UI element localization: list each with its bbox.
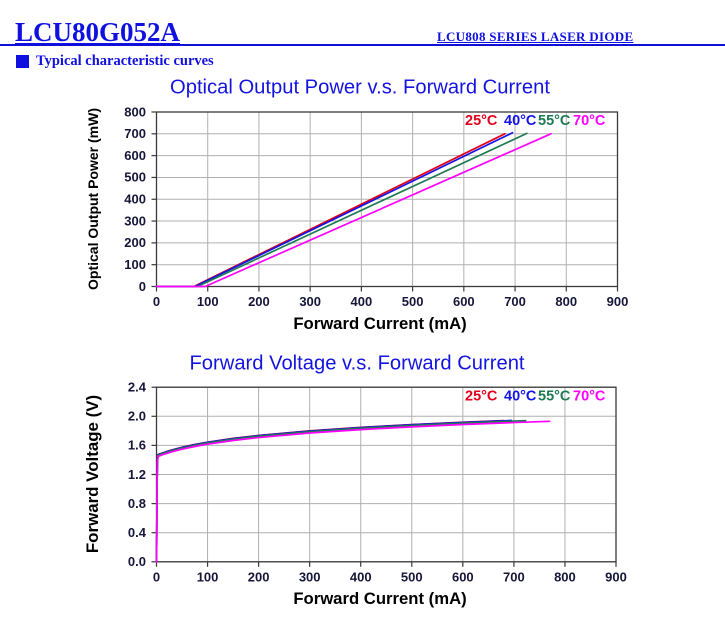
svg-text:700: 700 [503, 569, 525, 584]
svg-text:0.0: 0.0 [128, 554, 146, 569]
svg-text:200: 200 [248, 569, 270, 584]
svg-text:100: 100 [197, 569, 219, 584]
svg-text:1.2: 1.2 [128, 467, 146, 482]
svg-text:500: 500 [401, 569, 423, 584]
svg-text:0.4: 0.4 [128, 525, 147, 540]
svg-text:300: 300 [299, 569, 321, 584]
svg-text:900: 900 [605, 569, 627, 584]
svg-text:0: 0 [153, 569, 160, 584]
svg-text:25°C: 25°C [465, 389, 498, 405]
svg-text:2.0: 2.0 [128, 409, 146, 424]
svg-text:Forward Voltage (V): Forward Voltage (V) [83, 395, 102, 553]
svg-text:1.6: 1.6 [128, 438, 146, 453]
svg-text:0.8: 0.8 [128, 496, 146, 511]
svg-text:Forward Current (mA): Forward Current (mA) [293, 589, 466, 608]
svg-text:600: 600 [452, 569, 474, 584]
svg-text:800: 800 [554, 569, 576, 584]
svg-text:400: 400 [350, 569, 372, 584]
svg-text:70°C: 70°C [573, 389, 606, 405]
svg-text:40°C: 40°C [504, 389, 537, 405]
svg-text:Forward Voltage v.s. Forward C: Forward Voltage v.s. Forward Current [189, 353, 524, 375]
svg-text:55°C: 55°C [538, 389, 571, 405]
svg-text:2.4: 2.4 [128, 380, 147, 395]
